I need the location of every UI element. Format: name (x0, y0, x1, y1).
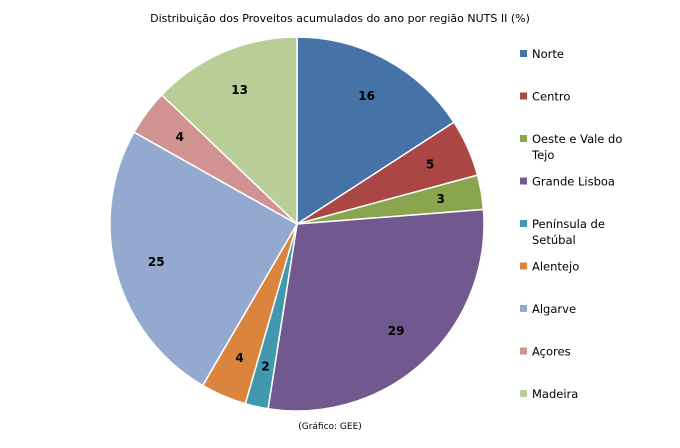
data-label-4: 29 (388, 324, 405, 338)
pie-slice-4 (267, 208, 485, 412)
legend-swatch (520, 347, 527, 355)
data-label-3: 3 (437, 192, 445, 206)
legend: Norte Centro Oeste e Vale do Tejo Grande Lis… (520, 47, 622, 401)
legend-label: Alentejo (532, 260, 579, 274)
pie-slice-7 (109, 131, 299, 387)
legend-item-3: Oeste e Vale do Tejo (520, 132, 622, 162)
pie-data-labels: 16 5 3 29 2 4 25 4 13 (148, 83, 445, 373)
chart-title: Distribuição dos Proveitos acumulados do… (150, 12, 530, 25)
legend-label: Madeira (532, 387, 578, 401)
legend-swatch (520, 305, 527, 312)
legend-swatch (520, 92, 527, 100)
legend-label: Açores (532, 345, 571, 359)
legend-label: Península de (532, 217, 605, 231)
legend-label: Oeste e Vale do (532, 132, 622, 146)
legend-label: Tejo (531, 148, 554, 162)
data-label-5: 2 (261, 359, 269, 373)
legend-swatch (520, 135, 527, 142)
legend-swatch (520, 177, 527, 185)
legend-item-2: Centro (520, 90, 570, 104)
data-label-1: 16 (358, 89, 375, 103)
legend-swatch (520, 262, 527, 270)
pie-slice-9 (160, 36, 298, 226)
legend-swatch (520, 50, 527, 57)
legend-item-8: Açores (520, 345, 571, 359)
pie-slices (109, 36, 485, 412)
pie-slice-1 (296, 36, 455, 226)
source-note: (Gráfico: GEE) (298, 422, 362, 432)
legend-swatch (520, 390, 527, 397)
legend-label: Algarve (532, 302, 576, 316)
data-label-2: 5 (426, 158, 434, 172)
legend-item-6: Alentejo (520, 260, 579, 274)
legend-item-7: Algarve (520, 302, 576, 316)
legend-label: Norte (532, 47, 564, 61)
legend-swatch (520, 220, 527, 227)
legend-label: Grande Lisboa (532, 175, 615, 189)
legend-label: Centro (532, 90, 570, 104)
legend-item-4: Grande Lisboa (520, 175, 615, 189)
legend-item-1: Norte (520, 47, 564, 61)
legend-item-5: Península de Setúbal (520, 217, 605, 247)
data-label-8: 4 (176, 130, 184, 144)
data-label-9: 13 (231, 83, 248, 97)
legend-label: Setúbal (532, 233, 576, 247)
data-label-7: 25 (148, 255, 165, 269)
data-label-6: 4 (235, 351, 243, 365)
legend-item-9: Madeira (520, 387, 578, 401)
